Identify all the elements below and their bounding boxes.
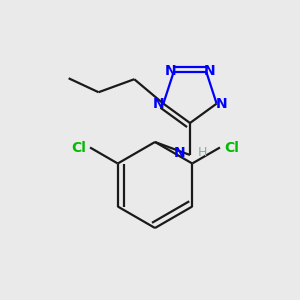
- Text: Cl: Cl: [224, 140, 239, 154]
- Text: N: N: [153, 97, 164, 111]
- Text: N: N: [173, 146, 185, 160]
- Text: H: H: [198, 146, 207, 160]
- Text: N: N: [204, 64, 215, 78]
- Text: N: N: [165, 64, 176, 78]
- Text: Cl: Cl: [71, 140, 86, 154]
- Text: N: N: [216, 97, 227, 111]
